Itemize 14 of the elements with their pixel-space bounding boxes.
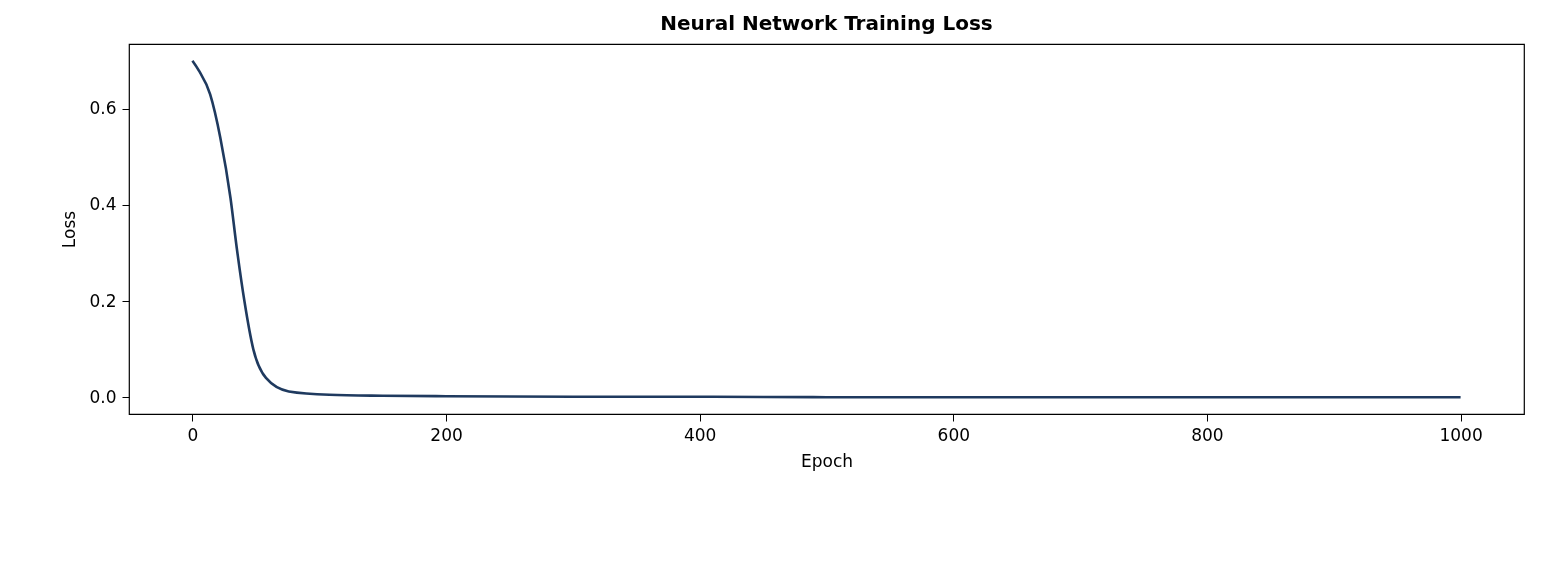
y-tick-label: 0.2 (89, 290, 117, 311)
x-tick-label: 400 (683, 424, 717, 445)
line-series (191, 59, 1462, 399)
x-tick-label: 800 (1191, 424, 1224, 445)
x-axis-title: Epoch (800, 450, 854, 471)
x-tick-label: 1000 (1439, 424, 1483, 445)
y-axis-title: Loss (59, 210, 80, 249)
x-tick-label: 0 (187, 424, 199, 445)
y-tick-label: 0.4 (89, 194, 117, 215)
y-tick-label: 0.0 (89, 386, 117, 407)
x-tick-label: 200 (430, 424, 463, 445)
y-tick-label: 0.6 (89, 98, 117, 119)
x-tick-label: 600 (937, 424, 971, 445)
chart-title: Neural Network Training Loss (660, 11, 993, 35)
